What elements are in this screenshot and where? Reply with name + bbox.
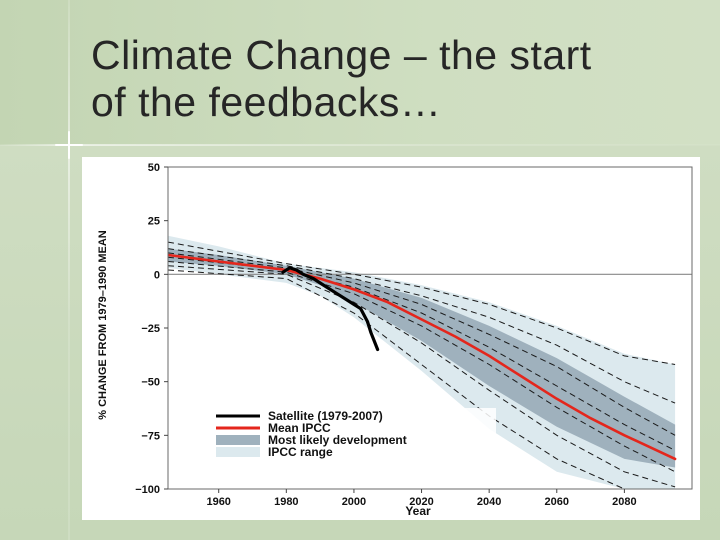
slide-title-line-2: of the feedbacks… — [91, 79, 442, 125]
legend-swatch-ipcc-range — [216, 447, 260, 457]
most-likely-band — [168, 248, 676, 468]
x-tick-label: 2000 — [342, 496, 366, 508]
slide-title-line-1: Climate Change – the start — [91, 32, 592, 78]
y-tick-label: 50 — [148, 162, 160, 174]
model-run-line-2 — [168, 248, 676, 404]
slide-title: Climate Change – the start of the feedba… — [91, 32, 701, 126]
x-tick-label: 2060 — [545, 496, 569, 508]
legend-label: Mean IPCC — [268, 421, 331, 435]
x-tick-label: 2080 — [612, 496, 636, 508]
series-line-mean-ipcc — [168, 253, 677, 461]
x-tick-label: 2040 — [477, 496, 501, 508]
y-axis-label: % CHANGE FROM 1979–1990 MEAN — [97, 230, 109, 420]
sea-ice-chart: 50 25 0 −25 −50 −75 −100 1960 1980 2000 2020 2040 20… — [97, 162, 693, 518]
model-run-line-5 — [168, 261, 676, 473]
y-tick-label: −50 — [141, 377, 160, 389]
x-tick-label: 1980 — [274, 496, 298, 508]
y-tick-label: −75 — [141, 430, 160, 442]
y-tick-label: −25 — [141, 323, 160, 335]
x-axis-label: Year — [405, 504, 431, 518]
y-tick-label: 0 — [154, 269, 160, 281]
legend-label: Satellite (1979-2007) — [268, 409, 383, 423]
x-tick-label: 1960 — [206, 496, 230, 508]
legend-label: Most likely development — [268, 433, 407, 447]
y-tick-label: 25 — [148, 216, 160, 228]
model-run-line-1 — [168, 241, 676, 365]
legend-swatch-most-likely-development — [216, 435, 260, 445]
decorative-vertical-line — [68, 0, 70, 540]
y-tick-label: −100 — [135, 484, 160, 496]
model-run-line-7 — [168, 269, 676, 489]
ipcc-range-band — [168, 235, 676, 489]
model-run-line-6 — [168, 265, 676, 488]
legend-label: IPCC range — [268, 445, 333, 459]
slide-header-background — [0, 0, 720, 145]
sparkle-icon — [55, 131, 83, 159]
x-tick-label: 2020 — [409, 496, 433, 508]
chart-panel: 50 25 0 −25 −50 −75 −100 1960 1980 2000 2020 2040 20… — [82, 157, 700, 520]
series-line-satellite-1979-2007 — [281, 266, 380, 352]
decorative-horizontal-line — [0, 144, 720, 146]
